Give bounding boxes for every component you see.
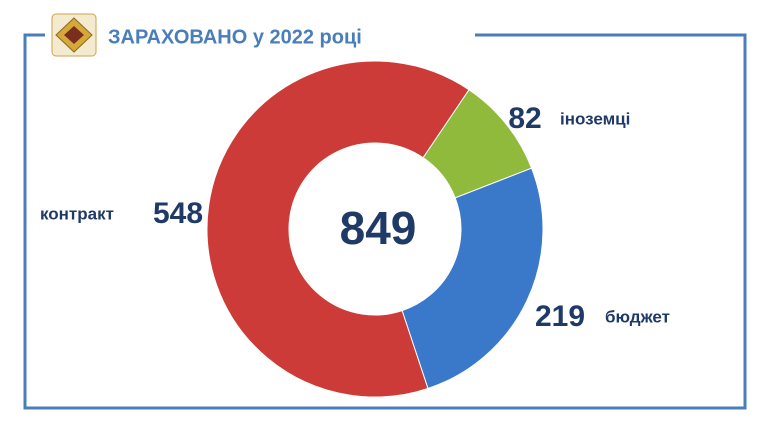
donut-slice <box>401 167 544 390</box>
donut-slice <box>206 60 470 398</box>
value-label: 548 <box>153 197 203 230</box>
frame <box>23 33 747 410</box>
category-label: бюджет <box>605 307 670 326</box>
value-label: 82 <box>508 102 541 135</box>
chart-title: ЗАРАХОВАНО у 2022 році <box>108 26 362 48</box>
logo <box>51 13 97 57</box>
category-label: іноземці <box>560 109 630 128</box>
value-label: 219 <box>535 300 585 333</box>
donut <box>206 60 544 398</box>
total-label: 849 <box>340 202 417 254</box>
category-label: контракт <box>40 204 114 223</box>
